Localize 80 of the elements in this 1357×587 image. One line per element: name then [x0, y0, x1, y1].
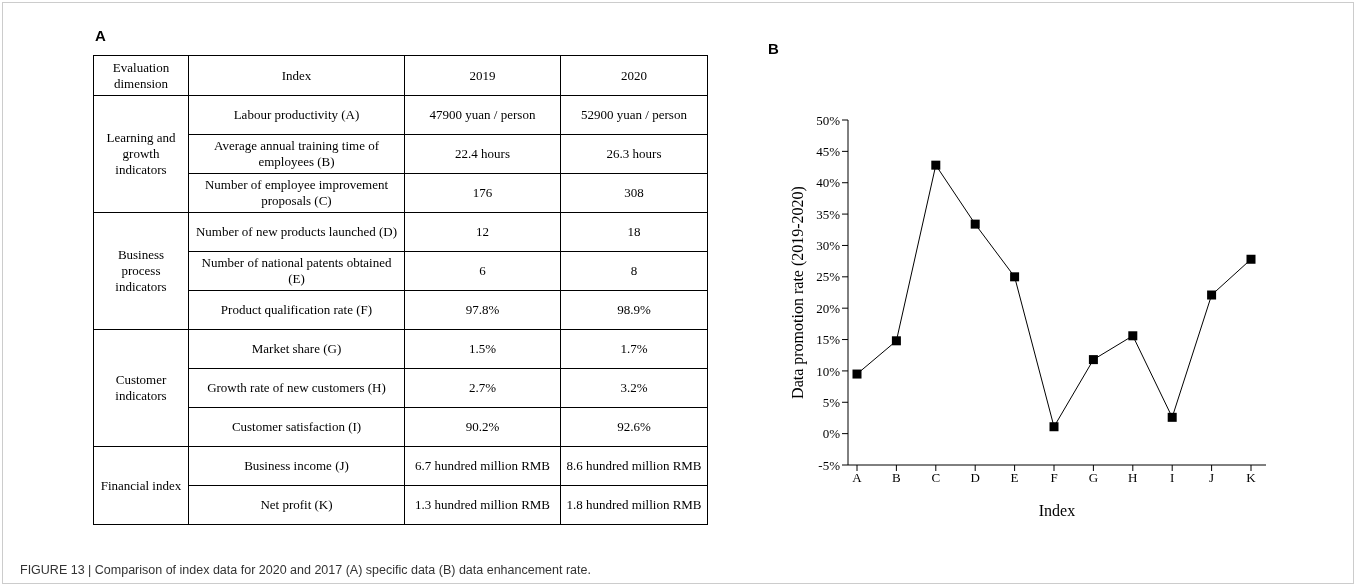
point — [1088, 355, 1098, 365]
x-tick-label: D — [970, 470, 980, 486]
text: 18 — [627, 224, 641, 239]
y-tick-label: 10% — [816, 363, 841, 379]
text: 52900 yuan / person — [581, 107, 687, 122]
text: Net profit (K) — [260, 497, 333, 512]
x-axis-title: Index — [1038, 502, 1076, 519]
y-tick-label: 0% — [822, 426, 841, 442]
text: Customer indicators — [115, 372, 167, 403]
text: A — [95, 27, 106, 44]
y-tick-label: 5% — [822, 394, 841, 410]
text: 47900 yuan / person — [429, 107, 536, 122]
x-tick-label: J — [1209, 470, 1215, 486]
text: Business process indicators — [115, 247, 167, 294]
text: Product qualification rate (F) — [220, 302, 373, 317]
point — [891, 336, 901, 346]
x-tick-label: H — [1128, 470, 1138, 486]
text: Number of national patents obtained (E) — [201, 255, 392, 286]
text: 1.8 hundred million RMB — [566, 497, 702, 512]
x-tick-label: F — [1050, 470, 1058, 486]
text: 26.3 hours — [606, 146, 662, 161]
x-tick-label: K — [1246, 470, 1257, 486]
x-tick-label: C — [931, 470, 941, 486]
x-tick-label: G — [1088, 470, 1099, 486]
text: 90.2% — [465, 419, 500, 434]
point — [1167, 412, 1177, 422]
text: 97.8% — [465, 302, 500, 317]
category-label: 2020 — [560, 55, 708, 96]
y-tick-label: 40% — [816, 175, 841, 191]
category-label: Evaluation dimension — [93, 55, 189, 96]
y-tick-label: 50% — [816, 112, 841, 128]
point — [1207, 290, 1217, 300]
text: 308 — [624, 185, 644, 200]
text: Number of new products launched (D) — [195, 224, 398, 239]
text: Business income (J) — [244, 458, 349, 473]
point — [970, 219, 980, 229]
text: 3.2% — [620, 380, 648, 395]
y-axis-title: Data promotion rate (2019-2020) — [788, 186, 807, 399]
y-tick-label: 30% — [816, 238, 841, 254]
text: Number of employee improvement proposals (C) — [204, 177, 389, 208]
text: 2.7% — [468, 380, 497, 395]
text: Average annual training time of employees (B) — [213, 138, 380, 169]
point — [852, 369, 862, 379]
text: 98.9% — [617, 302, 651, 317]
text: Labour productivity (A) — [233, 107, 360, 122]
category-label: 2019 — [404, 55, 561, 96]
x-tick-label: I — [1170, 470, 1175, 486]
caption: FIGURE 13 | Comparison of index data for 2020 and 2017 (A) specific data (B) data enhancement rate. — [20, 563, 591, 577]
text: 1.3 hundred million RMB — [414, 497, 551, 512]
text: 6 — [479, 263, 486, 278]
point — [1128, 331, 1138, 341]
y-tick-label: 35% — [816, 206, 841, 222]
text: 22.4 hours — [455, 146, 510, 161]
text: Customer satisfaction (I) — [231, 419, 362, 434]
point — [931, 160, 941, 170]
category-label: Index — [188, 55, 405, 96]
y-tick-label: 20% — [816, 300, 841, 316]
x-tick-label: A — [852, 470, 863, 486]
text: 12 — [476, 224, 489, 239]
text: Learning and growth indicators — [106, 130, 176, 177]
text: 8.6 hundred million RMB — [566, 458, 702, 473]
point — [1246, 254, 1256, 264]
y-tick-label: 15% — [816, 332, 841, 348]
text: 92.6% — [617, 419, 651, 434]
y-tick-label: -5% — [818, 457, 841, 473]
text: Growth rate of new customers (H) — [207, 380, 386, 395]
text: 6.7 hundred million RMB — [414, 458, 551, 473]
text: Financial index — [100, 477, 182, 493]
text: 176 — [472, 185, 493, 200]
x-tick-label: B — [892, 470, 902, 486]
y-tick-label: 25% — [816, 269, 841, 285]
point — [1010, 272, 1020, 282]
text: 1.7% — [620, 341, 648, 356]
text: 1.5% — [468, 341, 497, 356]
text: 8 — [630, 263, 638, 278]
chart-title: B — [768, 40, 779, 57]
point — [1049, 422, 1059, 432]
y-tick-label: 45% — [816, 143, 841, 159]
x-tick-label: E — [1010, 470, 1019, 486]
text: Market share (G) — [251, 341, 342, 356]
